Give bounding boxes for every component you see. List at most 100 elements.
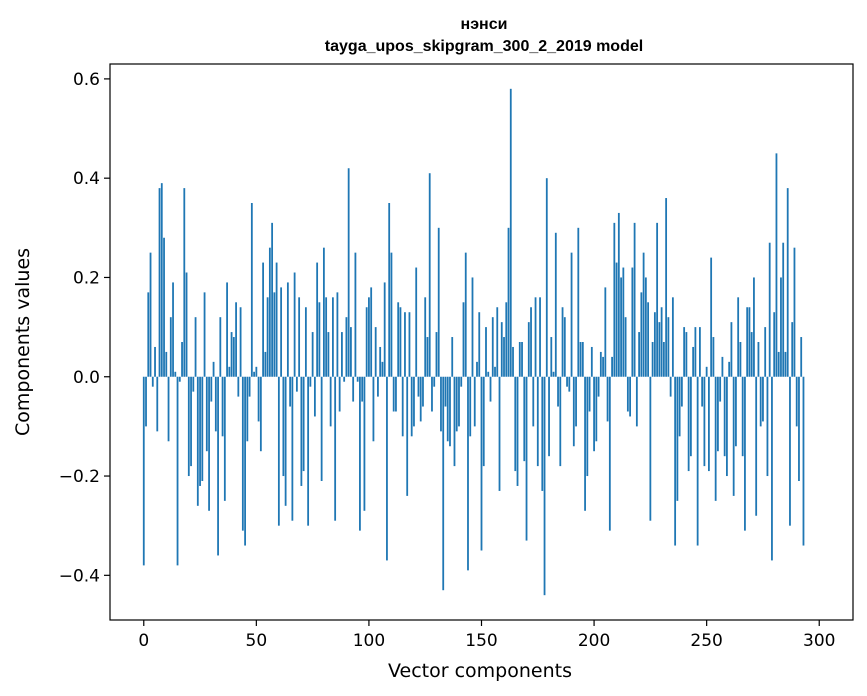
- bar: [280, 287, 283, 377]
- bar: [455, 376, 458, 432]
- bar: [322, 247, 325, 377]
- bar: [532, 376, 535, 427]
- bar: [608, 376, 611, 531]
- bar: [500, 322, 503, 377]
- bar: [298, 297, 301, 377]
- bar: [660, 307, 663, 377]
- bar: [541, 376, 544, 491]
- bar: [268, 247, 271, 377]
- bar: [399, 307, 402, 377]
- bar: [309, 376, 312, 387]
- bar: [183, 188, 186, 377]
- bar: [264, 351, 267, 377]
- bar: [735, 376, 737, 447]
- bar: [782, 242, 785, 377]
- bar: [687, 376, 690, 472]
- x-tick-label: 250: [690, 631, 722, 651]
- bar: [604, 287, 607, 377]
- bar: [482, 376, 485, 467]
- bar: [316, 262, 319, 377]
- bar: [525, 376, 528, 541]
- bar: [631, 267, 634, 377]
- bar: [199, 376, 201, 486]
- bar: [271, 222, 274, 377]
- bar: [167, 376, 170, 442]
- bar: [793, 247, 796, 377]
- bar: [440, 376, 442, 432]
- bar: [334, 376, 337, 521]
- bar: [266, 297, 269, 377]
- bar: [336, 292, 339, 377]
- bar: [379, 346, 382, 377]
- bar: [217, 376, 219, 556]
- chart-title: нэнси: [461, 16, 508, 33]
- y-tick-label: −0.2: [59, 467, 100, 487]
- bar: [230, 332, 233, 377]
- bar: [212, 361, 215, 377]
- bar: [620, 277, 622, 377]
- bar: [561, 307, 564, 377]
- bar: [496, 307, 499, 377]
- bar: [768, 242, 771, 377]
- x-tick-label: 50: [246, 631, 268, 651]
- bar: [246, 376, 249, 442]
- bar: [392, 376, 395, 412]
- bar: [554, 232, 557, 377]
- bar: [437, 227, 440, 377]
- bar: [509, 88, 512, 377]
- bar: [404, 312, 406, 377]
- bar: [559, 376, 562, 467]
- bar: [192, 376, 195, 392]
- bar: [390, 252, 393, 377]
- bar: [802, 376, 805, 546]
- bar: [442, 376, 445, 591]
- bar: [451, 337, 454, 377]
- bar: [721, 356, 724, 377]
- bar: [467, 376, 469, 571]
- y-axis-ticks: −0.4 −0.2 0.0 0.2 0.4 0.6: [59, 70, 110, 586]
- bar: [651, 342, 654, 377]
- bar: [408, 312, 411, 377]
- bar: [536, 376, 539, 467]
- bar: [413, 376, 415, 427]
- bar: [178, 376, 181, 382]
- bar: [205, 376, 208, 452]
- bar: [498, 376, 501, 491]
- bar: [683, 327, 686, 377]
- bar: [748, 307, 751, 377]
- bar: [244, 376, 246, 546]
- bar: [527, 322, 530, 377]
- bar: [253, 371, 255, 377]
- bar: [422, 376, 424, 407]
- bar: [352, 376, 355, 402]
- bar: [656, 222, 659, 377]
- bar: [343, 376, 346, 382]
- bar: [595, 376, 598, 442]
- bar: [653, 312, 656, 377]
- bar: [232, 337, 235, 377]
- bar: [507, 227, 510, 377]
- y-tick-label: 0.0: [73, 368, 100, 388]
- bar: [464, 252, 467, 377]
- bar: [300, 376, 303, 486]
- bar: [365, 307, 368, 377]
- bar: [798, 376, 800, 481]
- bar: [395, 376, 397, 412]
- bar: [318, 302, 321, 377]
- bar: [694, 327, 697, 377]
- bar: [732, 376, 735, 496]
- bar: [667, 317, 670, 377]
- bar: [145, 376, 147, 427]
- bar: [383, 282, 386, 377]
- bar: [545, 178, 548, 377]
- bar: [599, 351, 602, 377]
- bar: [480, 376, 483, 551]
- bar: [658, 322, 661, 377]
- bar: [446, 376, 449, 442]
- bar: [516, 376, 519, 486]
- bar: [476, 361, 478, 377]
- bar: [185, 272, 188, 377]
- bar: [460, 376, 463, 387]
- bar: [289, 376, 292, 407]
